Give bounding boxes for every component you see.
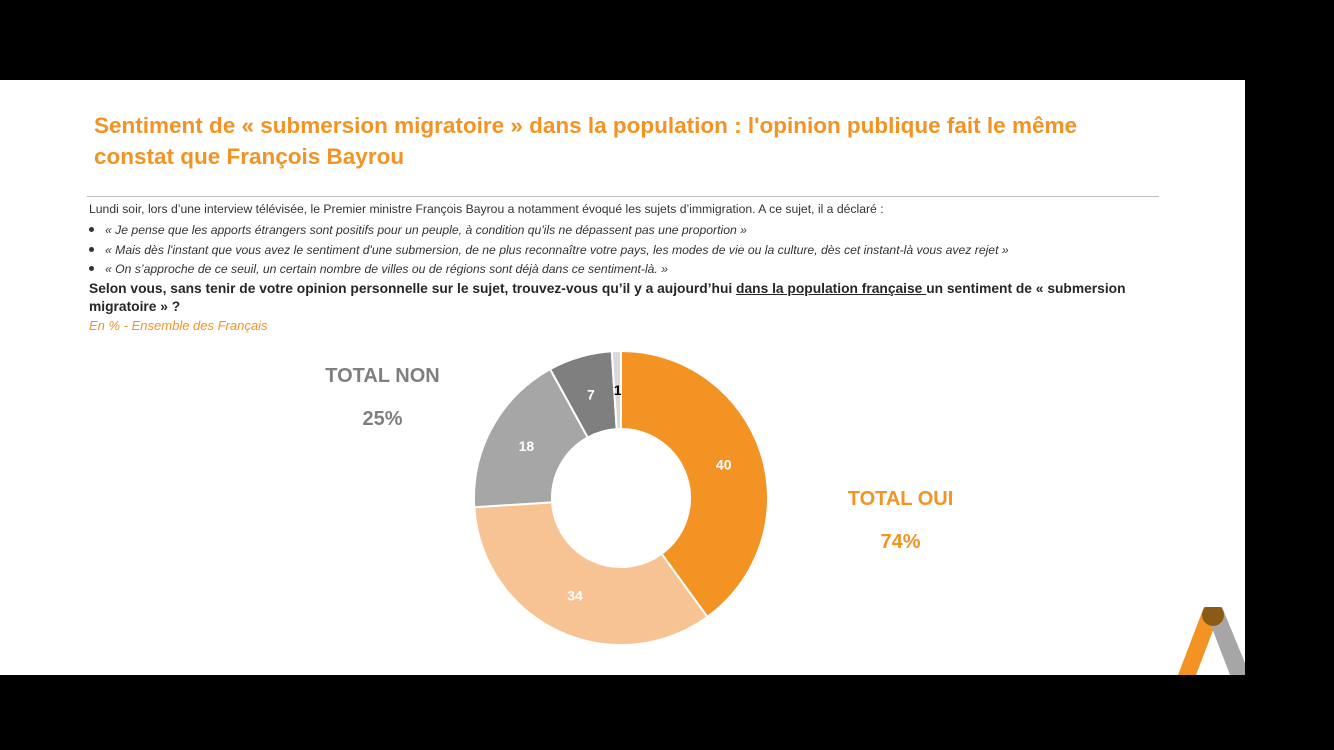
slice-label-1: 1 bbox=[614, 382, 622, 398]
question-underlined: dans la population française bbox=[736, 281, 927, 296]
base-subtitle: En % - Ensemble des Français bbox=[89, 318, 268, 333]
quote-item: « Je pense que les apports étrangers son… bbox=[89, 221, 1009, 241]
quote-list: « Je pense que les apports étrangers son… bbox=[89, 221, 1009, 280]
slice-label-34: 34 bbox=[567, 588, 583, 604]
donut-slice-18 bbox=[473, 367, 590, 509]
survey-question: Selon vous, sans tenir de votre opinion … bbox=[89, 280, 1149, 316]
slide: Sentiment de « submersion migratoire » d… bbox=[0, 80, 1245, 675]
donut-slice-1 bbox=[610, 349, 622, 431]
quote-text: « On s’approche de ce seuil, un certain … bbox=[105, 262, 668, 276]
donut-chart: 40 34 18 7 1 bbox=[473, 349, 769, 646]
total-oui-label: TOTAL OUI bbox=[847, 488, 954, 510]
donut-slice-34 bbox=[473, 501, 709, 646]
slice-label-18: 18 bbox=[519, 438, 535, 454]
slide-title: Sentiment de « submersion migratoire » d… bbox=[94, 113, 1077, 169]
quote-item: « On s’approche de ce seuil, un certain … bbox=[89, 260, 1009, 280]
question-text-end: un sentiment de « submersion migratoire … bbox=[89, 281, 1126, 314]
quote-text: « Je pense que les apports étrangers son… bbox=[105, 223, 747, 237]
slice-label-40: 40 bbox=[716, 457, 732, 473]
intro-text: Lundi soir, lors d’une interview télévis… bbox=[89, 202, 884, 216]
total-non-label: TOTAL NON bbox=[325, 365, 440, 387]
brand-logo-icon bbox=[1178, 607, 1245, 675]
quote-text: « Mais dès l'instant que vous avez le se… bbox=[105, 242, 1009, 257]
bullet-dot-icon bbox=[89, 266, 94, 271]
quote-item: « Mais dès l'instant que vous avez le se… bbox=[89, 241, 1009, 261]
bullet-dot-icon bbox=[89, 227, 94, 232]
total-oui-value: 74% bbox=[880, 531, 921, 553]
divider bbox=[87, 196, 1159, 197]
bullet-dot-icon bbox=[89, 246, 94, 252]
question-text: Selon vous, sans tenir de votre opinion … bbox=[89, 281, 737, 296]
slice-label-7: 7 bbox=[587, 386, 595, 402]
donut-slice-40 bbox=[620, 349, 769, 619]
total-non-value: 25% bbox=[362, 408, 403, 430]
